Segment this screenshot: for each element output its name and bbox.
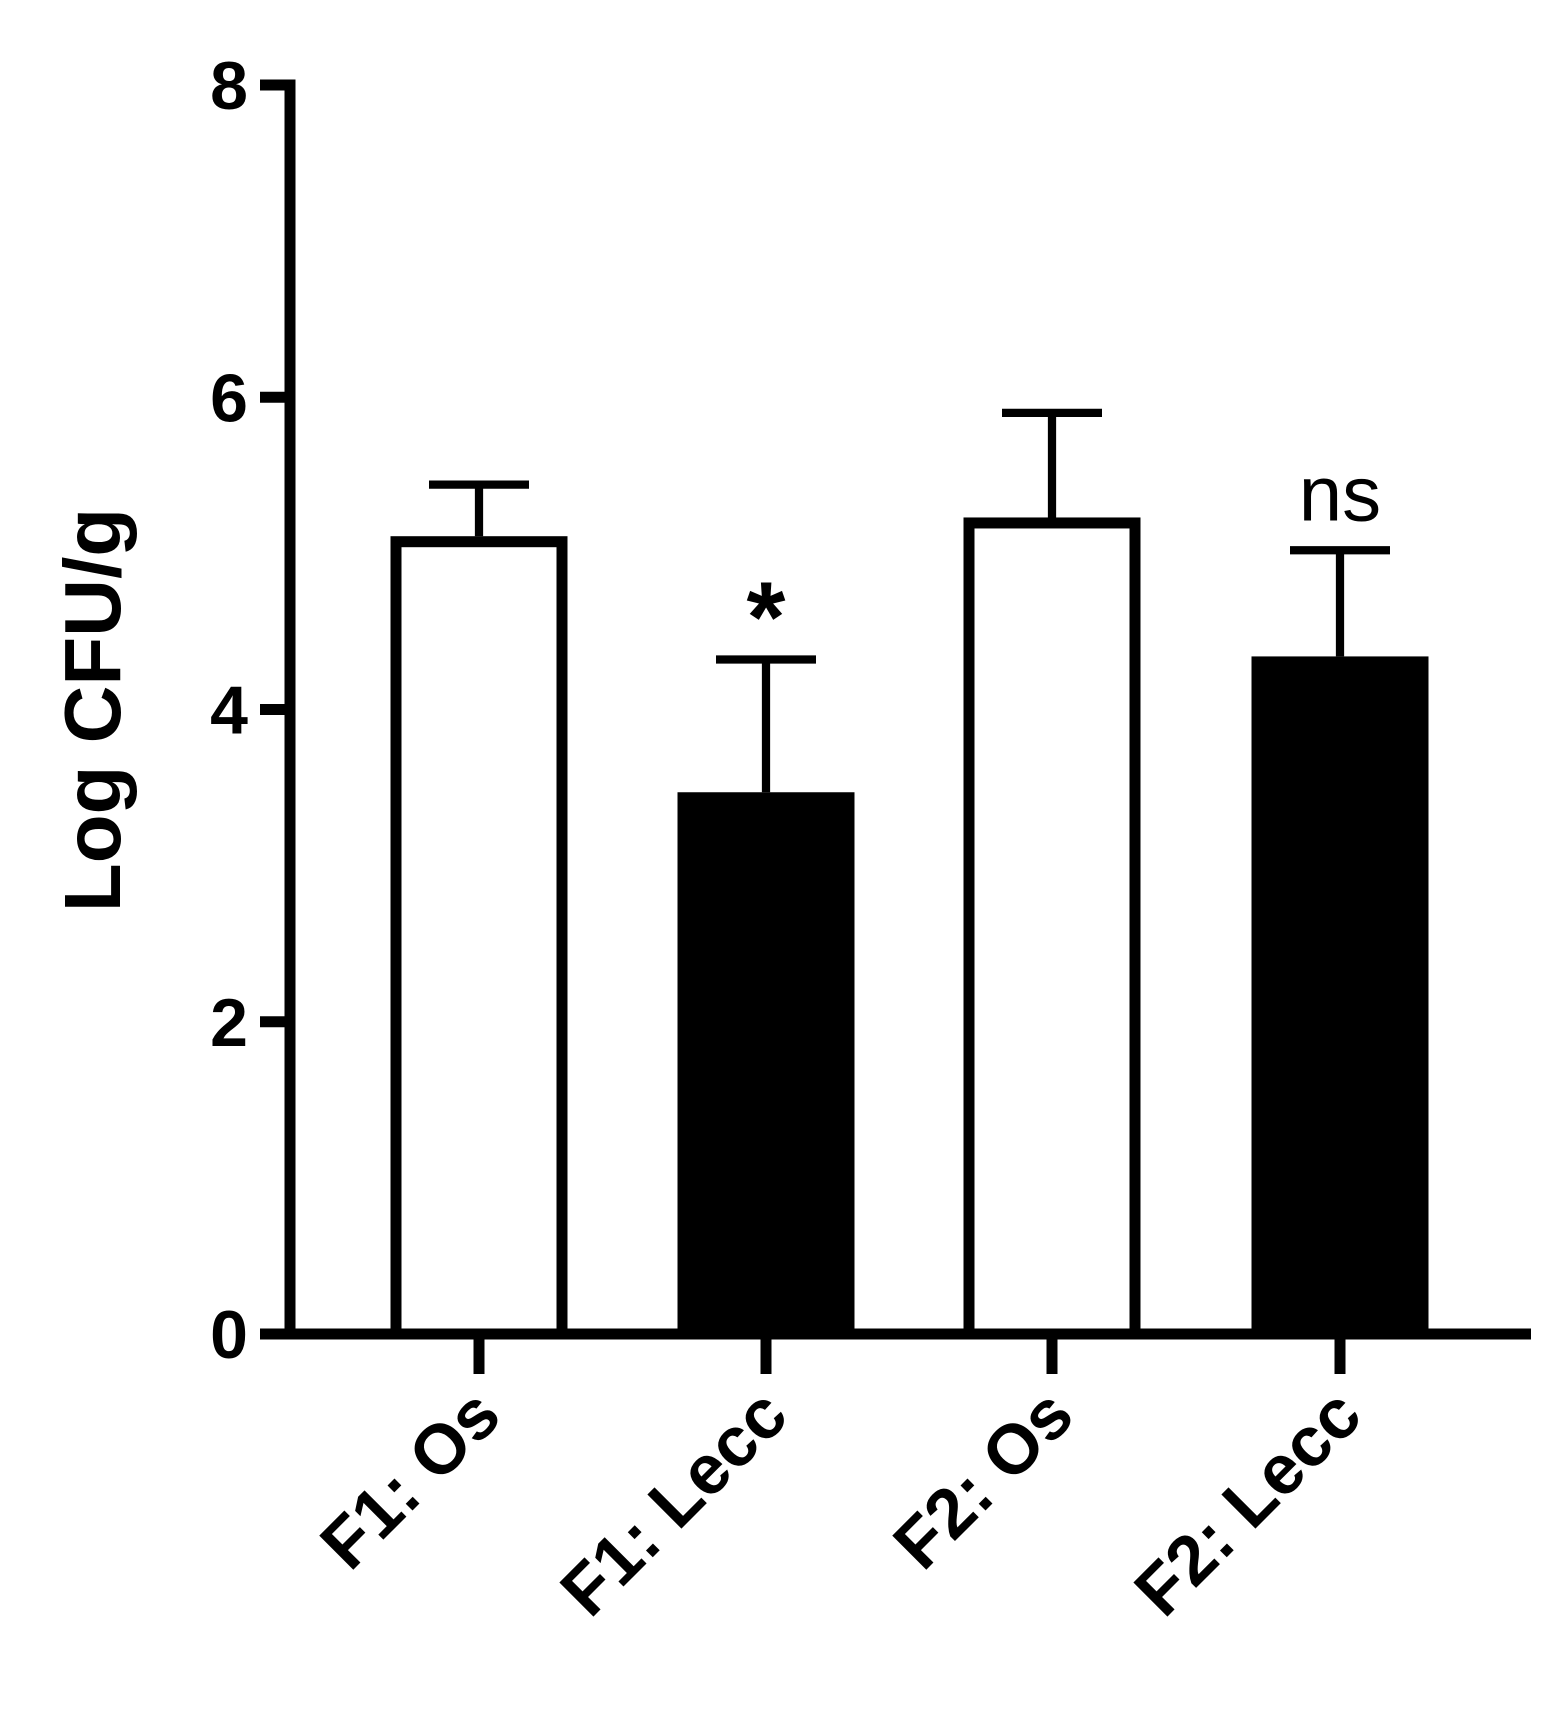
- significance-label: *: [747, 562, 786, 674]
- bar: [677, 792, 855, 1340]
- y-tick-label: 0: [210, 1297, 248, 1373]
- y-tick-label: 2: [210, 985, 248, 1061]
- significance-label: ns: [1299, 449, 1381, 537]
- x-tick-label: F1: Lecc: [546, 1374, 802, 1630]
- x-tick-label: F2: Os: [878, 1374, 1087, 1583]
- bar: [963, 517, 1141, 1340]
- x-tick-label: F1: Os: [305, 1374, 514, 1583]
- bar: [1251, 656, 1429, 1340]
- y-axis-label: Log CFU/g: [48, 508, 137, 912]
- bar: [390, 536, 568, 1340]
- y-tick-label: 4: [210, 673, 248, 749]
- y-tick-label: 8: [210, 48, 248, 124]
- y-tick-label: 6: [210, 360, 248, 436]
- x-tick-label: F2: Lecc: [1120, 1374, 1376, 1630]
